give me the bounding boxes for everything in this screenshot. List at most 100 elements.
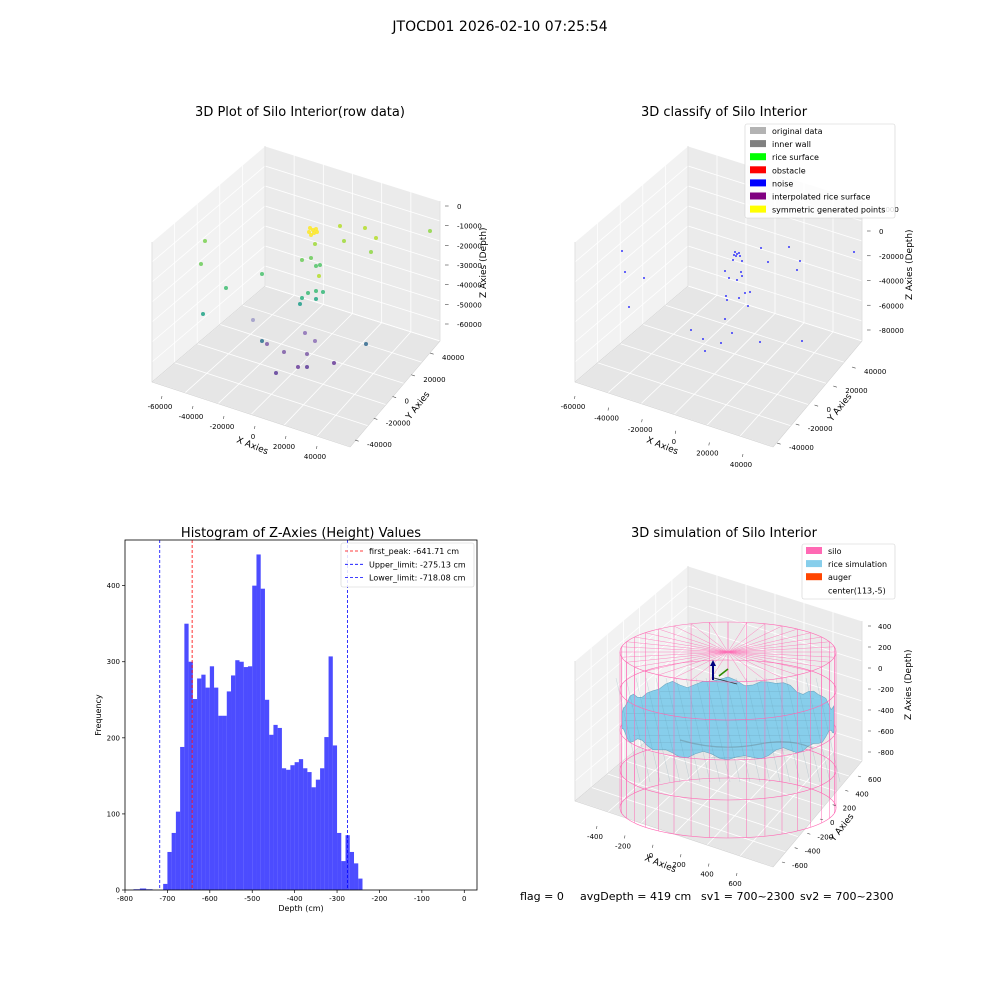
tick-mark xyxy=(285,435,287,440)
left-pane xyxy=(575,566,688,801)
histogram-bar xyxy=(273,724,278,890)
panel1-title: 3D Plot of Silo Interior(row data) xyxy=(195,105,405,120)
data-point xyxy=(201,312,205,316)
gridline xyxy=(250,313,353,415)
panel1-y-ticks: -40000 -20000 0 20000 40000 xyxy=(354,352,464,449)
silo-roof-spoke xyxy=(727,651,822,668)
panel2-legend: original data inner wall rice surface obsta… xyxy=(744,123,896,219)
silo-wireframe-front xyxy=(619,651,837,839)
data-point xyxy=(298,302,302,306)
silo-roof-spoke xyxy=(634,651,729,668)
noise-point xyxy=(767,261,769,263)
x-tick-label: 0 xyxy=(462,895,466,903)
x-tick-label: -60000 xyxy=(561,403,586,411)
z-tick-label: 0 xyxy=(878,665,882,673)
x-tick-label: 200 xyxy=(672,861,685,869)
data-point xyxy=(305,365,309,369)
noise-point xyxy=(853,251,855,253)
status-avg-depth: avgDepth = 419 cm xyxy=(580,890,691,903)
rice-mesh-line xyxy=(695,677,721,783)
noise-point xyxy=(704,350,706,352)
x-tick-label: -800 xyxy=(117,895,133,903)
tick-mark xyxy=(674,430,677,434)
panel4-legend: silo rice simulation auger center(113,-5) xyxy=(801,543,896,600)
noise-point xyxy=(744,292,746,294)
data-point xyxy=(332,361,336,365)
noise-point xyxy=(801,340,803,342)
x-tick-label: -200 xyxy=(615,842,631,850)
tick-mark xyxy=(833,385,837,388)
silo-roof-spoke xyxy=(727,622,747,653)
tick-mark xyxy=(223,415,225,420)
noise-point xyxy=(738,252,740,254)
legend-frame xyxy=(801,543,896,600)
y-tick-label: 400 xyxy=(107,582,120,590)
gridline xyxy=(739,751,834,857)
tick-mark xyxy=(574,395,576,400)
gridline xyxy=(219,324,405,384)
gridline xyxy=(242,304,423,363)
panel2-y-ticks: -40000 -20000 0 20000 40000 xyxy=(776,366,886,452)
data-point xyxy=(296,365,300,369)
legend-label: noise xyxy=(772,179,793,188)
auger-marker xyxy=(718,668,729,677)
legend-label: Upper_limit: -275.13 cm xyxy=(369,560,466,569)
tick-mark xyxy=(680,854,682,858)
x-tick-label: 0 xyxy=(672,438,676,446)
gridline xyxy=(174,362,369,427)
rice-mesh-line xyxy=(625,677,651,783)
panel2-x-ticks: -60000 -40000 -20000 0 20000 40000 xyxy=(561,395,752,469)
axis-edge xyxy=(151,146,266,383)
data-point xyxy=(369,250,373,254)
noise-point xyxy=(736,279,738,281)
data-point xyxy=(318,263,322,267)
x-tick-label: -300 xyxy=(329,895,345,903)
rice-mesh-line xyxy=(655,677,681,783)
tick-mark xyxy=(392,396,397,398)
data-point xyxy=(305,352,309,356)
x-tick-label: -60000 xyxy=(148,403,173,411)
data-point xyxy=(313,242,317,246)
panel-classify: 3D classify of Silo Interior -60000 -4000… xyxy=(561,105,915,469)
panel-histogram: Histogram of Z-Axies (Height) Values -80… xyxy=(94,526,478,913)
tick-mark xyxy=(373,417,378,420)
panel2-zlabel: Z Axies (Depth) xyxy=(905,229,915,300)
legend-swatch xyxy=(806,573,822,581)
silo-roof-spoke xyxy=(727,651,835,658)
panel1-z-ticks: 0 -10000 -20000 -30000 -40000 -50000 -60000 xyxy=(445,203,482,329)
silo-roof-spoke xyxy=(690,651,729,681)
rice-mesh-line xyxy=(775,677,801,783)
legend-swatch xyxy=(750,166,766,174)
noise-point xyxy=(728,277,730,279)
data-point xyxy=(203,239,207,243)
rice-mesh-line xyxy=(685,677,711,783)
noise-point xyxy=(788,246,790,248)
tick-mark xyxy=(819,818,824,821)
histogram-bar xyxy=(294,762,299,890)
tick-mark xyxy=(641,419,643,423)
histogram-frame xyxy=(124,539,478,891)
gridline xyxy=(642,324,827,384)
gridline xyxy=(706,742,805,846)
tick-mark xyxy=(192,405,194,410)
gridline xyxy=(597,362,791,427)
data-point xyxy=(300,258,304,262)
silo-roof-spoke xyxy=(658,628,729,653)
histogram-bar xyxy=(201,674,206,890)
histogram-bar xyxy=(277,727,282,890)
legend-frame xyxy=(340,542,475,588)
y-tick-label: 400 xyxy=(855,790,868,798)
y-tick-label: 0 xyxy=(405,398,409,406)
histogram-bar xyxy=(332,745,338,890)
tick-mark xyxy=(851,366,856,369)
floor-pane xyxy=(152,286,440,447)
histogram-bar xyxy=(303,768,308,890)
tick-mark xyxy=(708,442,710,446)
z-tick-label: -40000 xyxy=(457,282,482,290)
histogram-y-ticks: 0 100 200 300 400 xyxy=(107,582,125,895)
data-point xyxy=(224,286,228,290)
legend-label: Lower_limit: -718.08 cm xyxy=(369,574,466,583)
tick-mark xyxy=(429,352,434,355)
histogram-x-ticks: -800 -700 -600 -500 -400 -300 -200 -100 0 xyxy=(117,890,467,903)
status-sv2: sv2 = 700~2300 xyxy=(800,890,894,903)
